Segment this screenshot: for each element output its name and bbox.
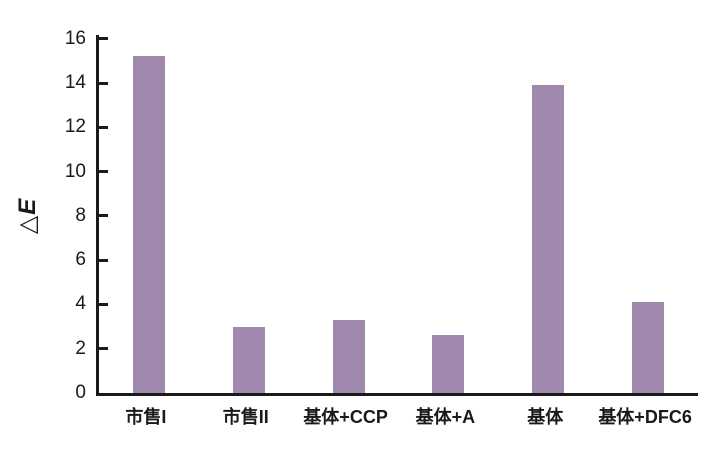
bar <box>532 85 565 393</box>
x-axis-label: 基体+DFC6 <box>598 407 692 427</box>
y-axis-tick <box>99 81 108 85</box>
y-axis-tick <box>99 37 108 41</box>
y-axis-tick-label: 4 <box>75 293 86 315</box>
y-axis-tick-label: 2 <box>75 337 86 359</box>
y-axis-tick-label: 12 <box>64 116 86 138</box>
x-axis-label: 市售I <box>125 407 167 427</box>
y-axis-tick-label: 16 <box>64 27 86 49</box>
y-axis-tick <box>99 125 108 129</box>
x-axis-label: 基体 <box>527 407 564 427</box>
y-axis-tick-label: 0 <box>75 382 86 403</box>
y-axis-tick-label: 8 <box>75 204 86 226</box>
bar <box>132 56 165 393</box>
y-axis-tick <box>99 347 108 351</box>
y-axis-title: △E <box>14 197 41 235</box>
y-axis-tick-label: 10 <box>64 160 86 182</box>
y-axis-tick <box>99 214 108 218</box>
x-axis-label: 基体+A <box>415 407 476 427</box>
y-axis-tick-label: 6 <box>75 249 86 271</box>
bar <box>432 335 465 393</box>
x-axis-label: 基体+CCP <box>303 407 388 427</box>
bar <box>232 327 265 393</box>
y-axis-tick-label: 14 <box>64 72 86 94</box>
x-axis-label: 市售II <box>222 407 269 427</box>
bar <box>632 302 665 393</box>
plot-area <box>96 35 698 396</box>
bar <box>332 320 365 393</box>
y-axis-tick <box>99 302 108 306</box>
y-axis-tick <box>99 258 108 262</box>
y-axis-tick <box>99 170 108 174</box>
